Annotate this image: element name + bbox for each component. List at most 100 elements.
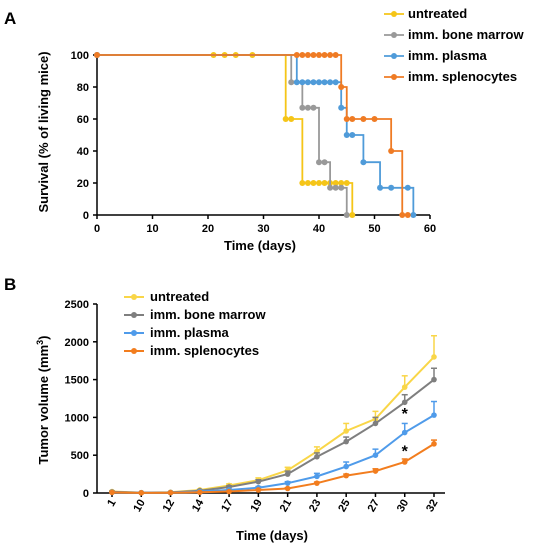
panel-b-legend-label: imm. splenocytes xyxy=(150,343,259,358)
panel-a-legend-item: untreated xyxy=(384,6,467,21)
panel-b-data-point xyxy=(431,354,437,360)
panel-a-y-tick-label: 80 xyxy=(77,82,89,94)
panel-a-data-point xyxy=(304,180,311,186)
panel-a-legend-label: imm. bone marrow xyxy=(408,27,524,42)
panel-a-y-tick-label: 0 xyxy=(83,210,89,222)
panel-b-x-tick-label: 25 xyxy=(336,498,353,515)
panel-b-legend-item: imm. splenocytes xyxy=(124,343,259,358)
panel-a-data-point xyxy=(371,116,378,122)
panel-a-data-point xyxy=(404,212,411,218)
panel-b-x-axis-title: Time (days) xyxy=(236,528,308,543)
panel-a-x-tick-label: 30 xyxy=(257,223,269,235)
panel-a-x-tick-label: 50 xyxy=(368,223,380,235)
panel-b-data-point xyxy=(167,489,174,496)
panel-a-data-point xyxy=(288,116,295,122)
panel-b-data-point xyxy=(226,488,232,495)
panel-a-series-untreated xyxy=(94,52,356,218)
panel-a-legend-label: untreated xyxy=(408,6,467,21)
panel-a-series-imm-plasma xyxy=(94,52,417,218)
panel-b-x-tick-label: 12 xyxy=(161,498,178,515)
panel-a-data-point xyxy=(343,132,350,138)
panel-b-legend-label: untreated xyxy=(150,289,209,304)
panel-a-legend: untreated imm. bone marrow imm. plasma imm.… xyxy=(384,6,524,84)
panel-a-data-point xyxy=(404,184,411,191)
panel-a-data-point xyxy=(288,79,295,86)
panel-a-data-point xyxy=(332,79,339,86)
panel-a-data-point xyxy=(321,79,328,86)
panel-b-data-point xyxy=(255,478,262,485)
panel-a-data-point xyxy=(388,184,395,191)
panel-b-y-tick-label: 500 xyxy=(71,450,89,462)
panel-a-data-point xyxy=(338,180,345,186)
panel-b-data-point xyxy=(284,471,291,477)
panel-a-data-point xyxy=(316,159,322,166)
panel-b-data-point xyxy=(343,438,349,445)
panel-a-legend-marker xyxy=(391,74,397,80)
panel-b-data-point xyxy=(343,428,349,434)
panel-a-series-imm-bone-marrow xyxy=(94,52,350,218)
panel-b-data-point xyxy=(314,473,320,480)
panel-b-legend: untreated imm. bone marrow imm. plasma imm.… xyxy=(124,289,266,358)
panel-a-data-point xyxy=(310,104,317,111)
panel-a-y-tick-label: 20 xyxy=(77,178,89,190)
panel-a-data-point xyxy=(321,180,328,186)
panel-a-data-point xyxy=(293,79,300,86)
panel-b-data-point xyxy=(284,485,291,492)
panel-b-significance-star: * xyxy=(402,406,409,423)
panel-a-legend-item: imm. plasma xyxy=(384,48,488,63)
panel-a-series-line xyxy=(97,54,354,215)
panel-a-data-point xyxy=(316,52,322,58)
panel-a-series-imm-splenocytes xyxy=(94,52,411,218)
panel-a-data-point xyxy=(282,116,289,122)
panel-b-series-imm-bone-marrow xyxy=(109,367,437,496)
panel-b-legend-label: imm. plasma xyxy=(150,325,230,340)
panel-b-data-point xyxy=(343,463,349,470)
panel-a-legend-marker xyxy=(391,11,397,17)
panel-b-legend-marker xyxy=(131,348,137,354)
panel-a-x-tick-label: 40 xyxy=(313,223,325,235)
panel-b-data-point xyxy=(284,480,291,486)
panel-a-letter: A xyxy=(4,9,16,28)
panel-b-data-point xyxy=(431,376,437,383)
panel-b-x-tick-label: 21 xyxy=(278,498,295,515)
panel-a-data-point xyxy=(338,104,345,111)
panel-a-y-tick-label: 60 xyxy=(77,114,89,126)
panel-b-x-tick-label: 1 xyxy=(105,498,118,509)
panel-a-x-tick-label: 10 xyxy=(146,223,158,235)
panel-a-data-point xyxy=(338,184,345,191)
panel-a-data-point xyxy=(321,159,328,166)
panel-b-legend-item: imm. plasma xyxy=(124,325,230,340)
panel-b-legend-marker xyxy=(131,312,137,318)
panel-b-y-tick-label: 1500 xyxy=(65,375,89,387)
panel-a-data-point xyxy=(399,212,406,218)
panel-a-y-axis-title: Survival (% of living mice) xyxy=(36,51,51,212)
panel-a-data-point xyxy=(332,184,339,191)
panel-b-x-tick-label: 17 xyxy=(219,498,236,515)
panel-a-data-point xyxy=(377,184,384,191)
panel-b-y-tick-label: 0 xyxy=(83,488,89,500)
panel-a-data-point xyxy=(299,180,306,186)
panel-a-series-line xyxy=(97,54,415,215)
panel-b-legend-marker xyxy=(131,330,137,336)
panel-b-legend-marker xyxy=(131,294,137,300)
panel-b-data-point xyxy=(401,399,408,406)
panel-b-series-imm-splenocytes xyxy=(109,439,437,496)
panel-b-legend-item: untreated xyxy=(124,289,209,304)
panel-a-data-point xyxy=(327,184,334,191)
panel-b-data-point xyxy=(372,468,379,474)
panel-a-data-point xyxy=(316,180,322,186)
panel-b-data-point xyxy=(138,490,145,496)
panel-a-data-point xyxy=(293,52,300,58)
panel-a-x-tick-label: 20 xyxy=(202,223,214,235)
panel-a-y-tick-label: 100 xyxy=(71,50,89,62)
panel-a-series-line xyxy=(97,54,348,215)
panel-b-x-tick-label: 23 xyxy=(307,498,324,515)
panel-a-data-point xyxy=(349,212,356,218)
panel-a-y-tick-label: 40 xyxy=(77,146,89,158)
panel-a-x-tick-label: 0 xyxy=(94,223,100,235)
panel-b-data-point xyxy=(401,459,408,465)
panel-a-x-tick-label: 60 xyxy=(424,223,436,235)
panel-a-data-point xyxy=(332,180,339,186)
panel-b-y-tick-label: 2500 xyxy=(65,299,89,311)
